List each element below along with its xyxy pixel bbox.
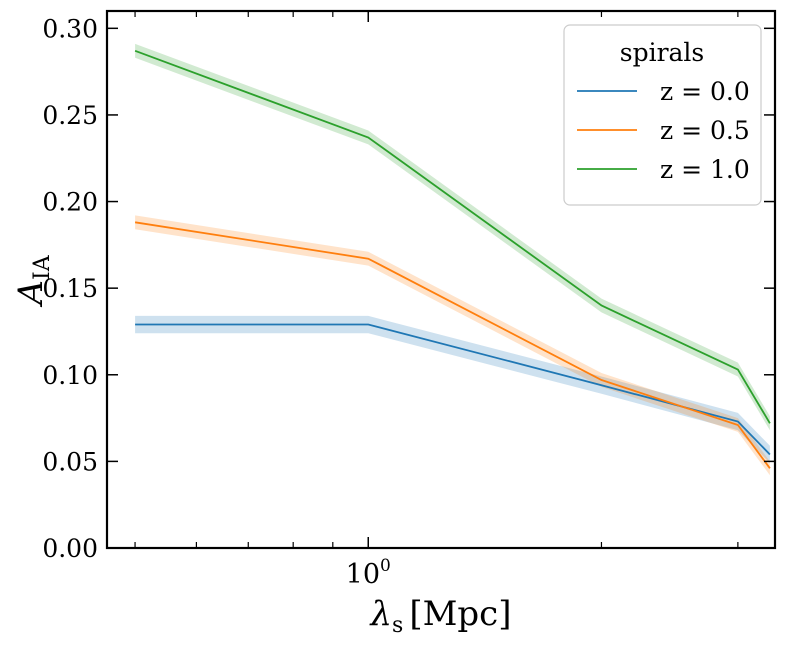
legend-box (563, 24, 762, 206)
x-tick-label-base: 10 (346, 559, 380, 590)
y-axis-subscript: IA (30, 254, 55, 280)
y-axis-title: AIA (11, 254, 55, 307)
x-tick-label-exponent: 0 (380, 556, 391, 576)
legend-label-0: z = 0.0 (660, 77, 750, 106)
y-tick-label: 0.15 (42, 274, 98, 303)
plot-frame (105, 9, 777, 550)
series-line-0 (135, 323, 771, 456)
legend-label-2: z = 1.0 (660, 155, 750, 184)
legend: spirals z = 0.0 z = 0.5 z = 1.0 (563, 24, 762, 206)
series-band-0 (135, 315, 770, 464)
y-tick-label: 0.05 (42, 447, 98, 476)
legend-title: spirals (620, 38, 705, 67)
y-tick-label: 0.30 (42, 14, 98, 43)
y-tick-label: 0.25 (42, 101, 98, 130)
x-tick-label: 100 (346, 556, 391, 590)
series-line-1 (134, 221, 771, 469)
y-tick-label: 0.10 (42, 361, 98, 390)
series-line-2 (134, 49, 771, 424)
legend-items: z = 0.0 z = 0.5 z = 1.0 (577, 77, 750, 184)
y-tick-label: 0.00 (42, 534, 98, 563)
axis-ticks (107, 11, 775, 549)
x-axis-symbol: λ (368, 594, 392, 634)
x-axis-title: λs [Mpc] (368, 594, 511, 638)
tick-labels: 0.00 0.05 0.10 0.15 0.20 0.25 0.30 100 (42, 14, 391, 590)
y-axis-symbol: A (11, 280, 51, 308)
y-tick-label: 0.20 (42, 188, 98, 217)
series-lines (134, 49, 771, 469)
x-axis-subscript: s (392, 613, 403, 638)
legend-label-1: z = 0.5 (660, 116, 750, 145)
x-axis-unit: [Mpc] (409, 594, 511, 634)
confidence-bands (135, 43, 770, 476)
